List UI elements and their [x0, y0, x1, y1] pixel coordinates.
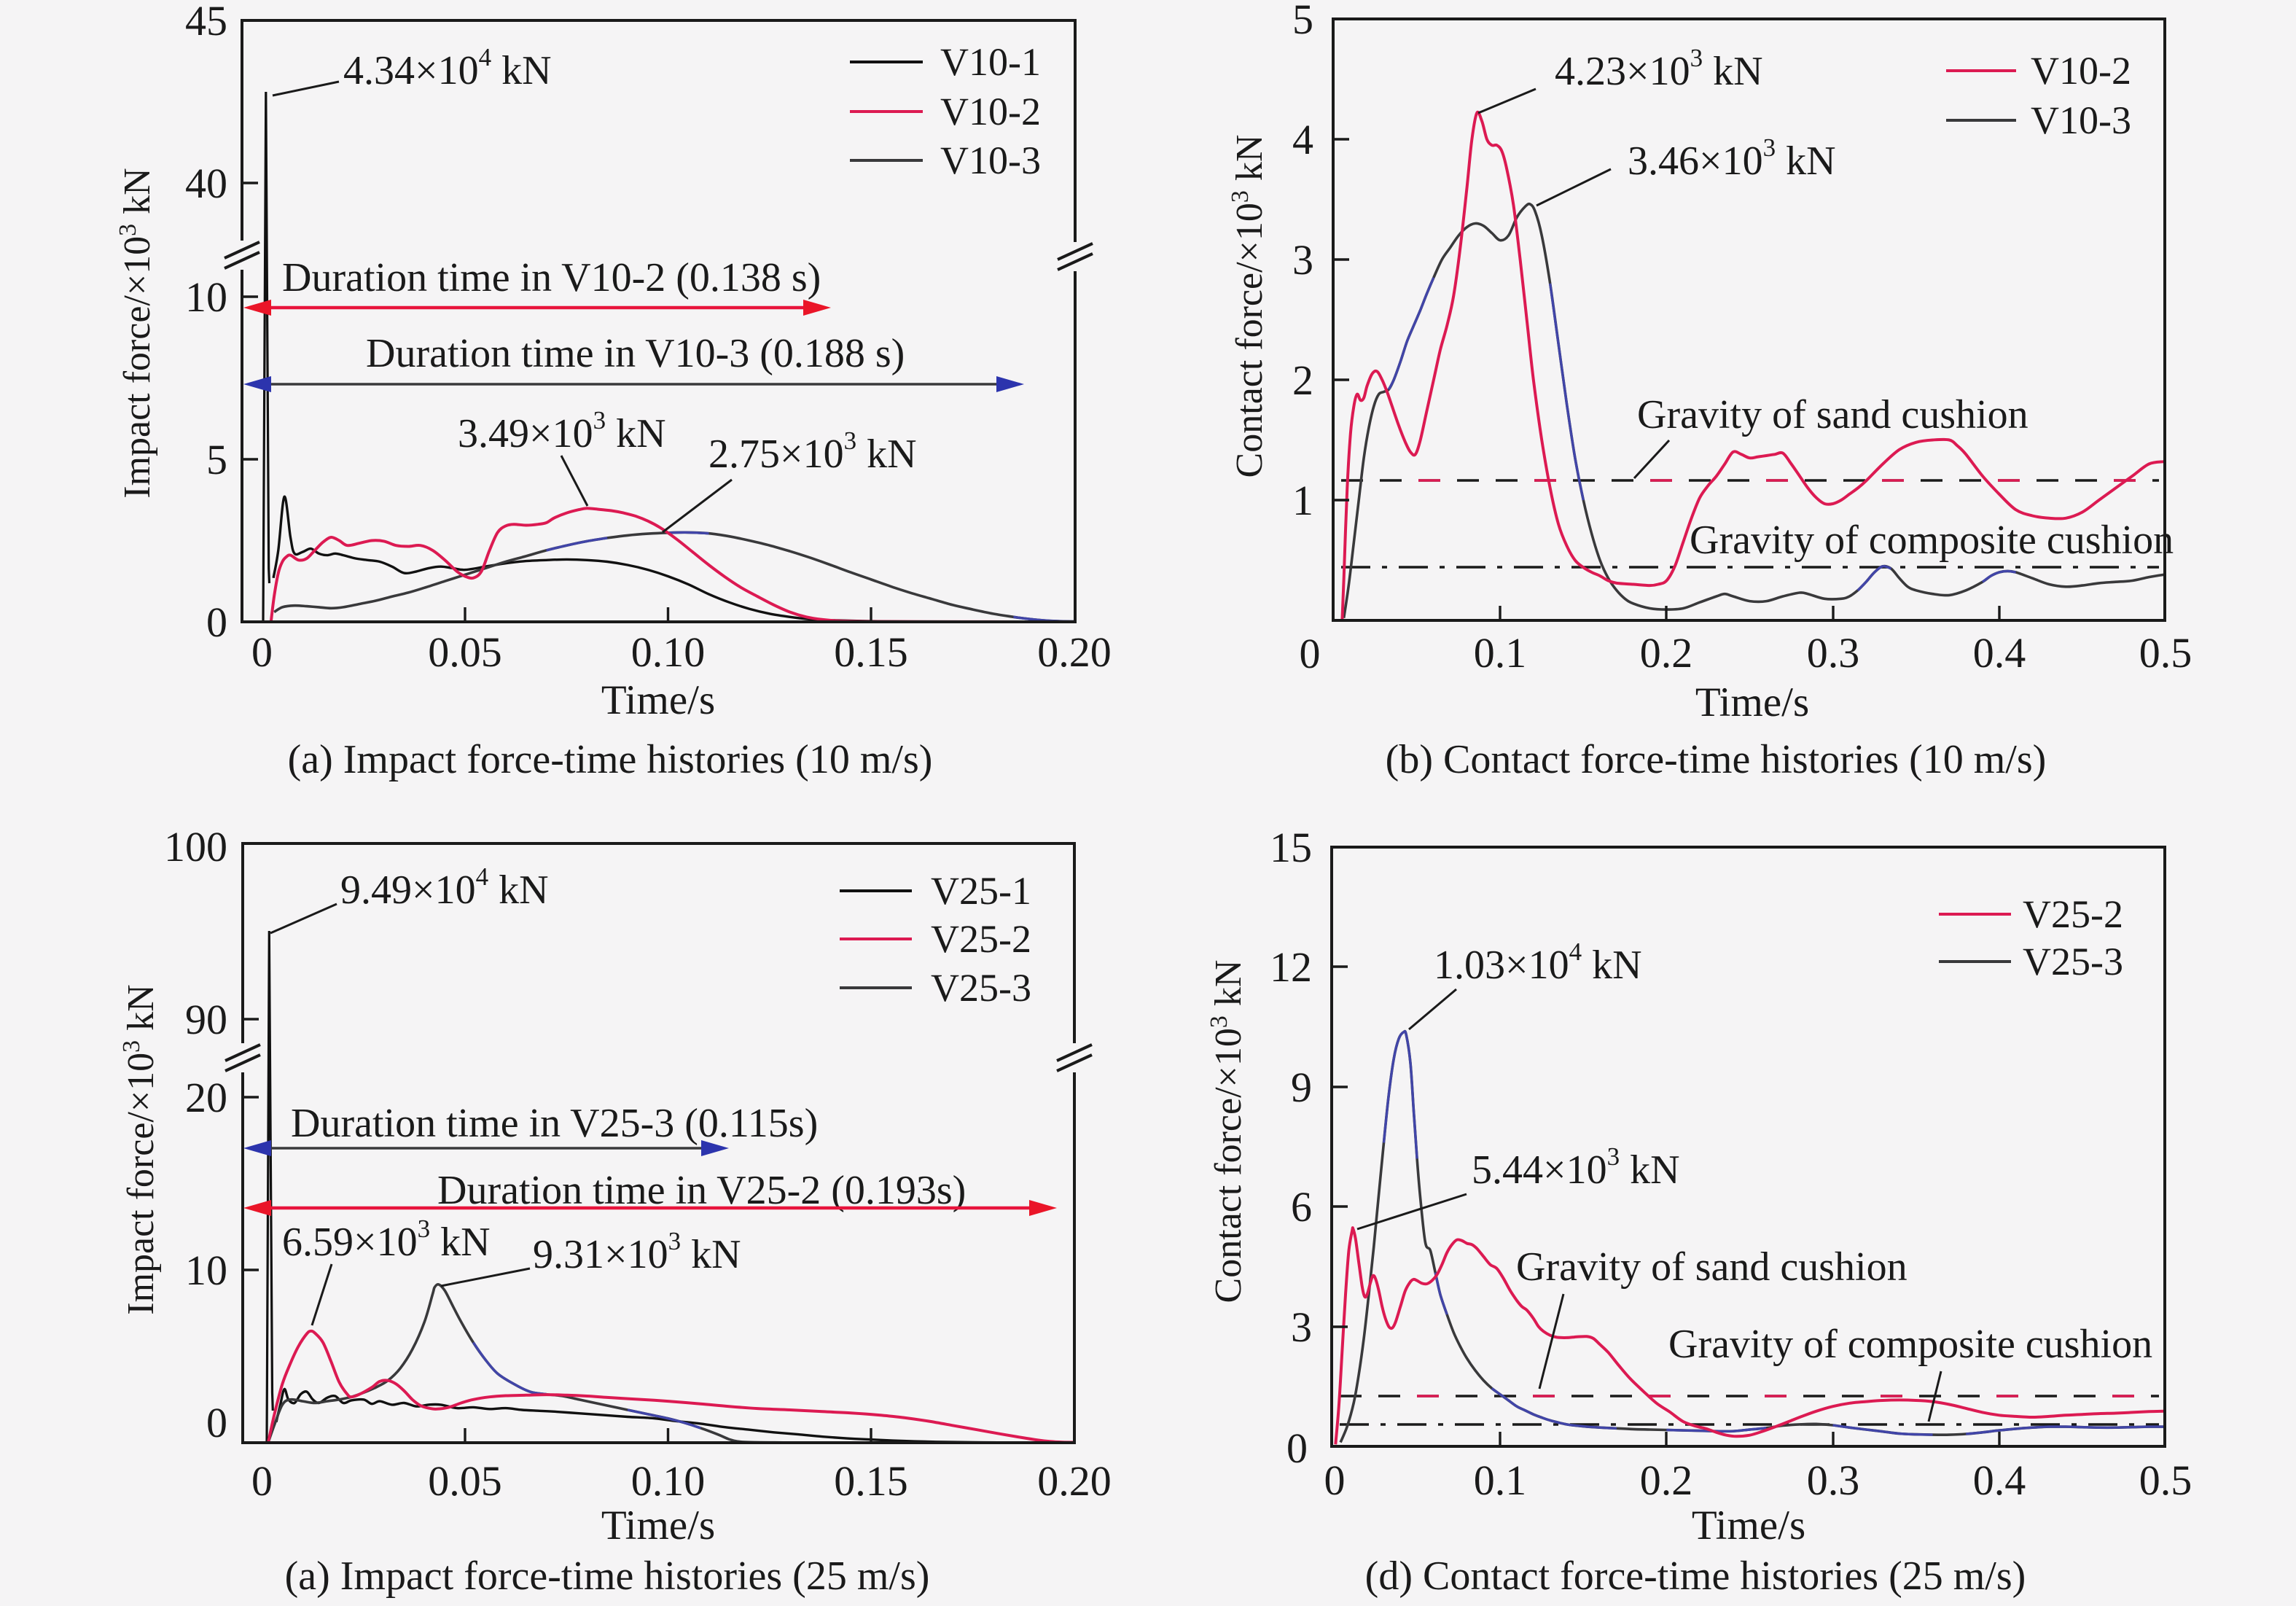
svg-text:V10-3: V10-3 — [2031, 98, 2131, 142]
svg-text:15: 15 — [1270, 824, 1312, 871]
svg-text:3.46×103 kN: 3.46×103 kN — [1628, 133, 1836, 184]
svg-text:6: 6 — [1291, 1183, 1312, 1231]
svg-text:5: 5 — [1292, 0, 1313, 43]
svg-text:(a) Impact force-time historie: (a) Impact force-time histories (10 m/s) — [288, 737, 933, 782]
svg-text:0.20: 0.20 — [1037, 628, 1112, 676]
svg-text:Contact force/×103 kN: Contact force/×103 kN — [1227, 135, 1270, 478]
svg-text:0.3: 0.3 — [1807, 1457, 1860, 1504]
svg-text:Impact force/×103 kN: Impact force/×103 kN — [114, 168, 158, 499]
svg-text:Contact force/×103 kN: Contact force/×103 kN — [1206, 960, 1249, 1303]
svg-text:9.31×103 kN: 9.31×103 kN — [533, 1227, 741, 1277]
svg-text:0.1: 0.1 — [1474, 1457, 1527, 1504]
svg-text:3.49×103 kN: 3.49×103 kN — [458, 406, 666, 456]
svg-text:0.05: 0.05 — [428, 1457, 502, 1505]
svg-text:(a) Impact force-time historie: (a) Impact force-time histories (25 m/s) — [285, 1554, 930, 1599]
svg-text:1.03×104 kN: 1.03×104 kN — [1434, 938, 1642, 988]
svg-text:0: 0 — [206, 599, 227, 646]
svg-text:0.15: 0.15 — [834, 628, 908, 676]
svg-text:0.4: 0.4 — [1973, 1457, 2026, 1504]
svg-text:(d) Contact force-time histori: (d) Contact force-time histories (25 m/s… — [1365, 1554, 2026, 1599]
svg-text:0.20: 0.20 — [1037, 1457, 1112, 1505]
svg-text:40: 40 — [185, 160, 227, 207]
svg-text:Duration time in V10-2 (0.138: Duration time in V10-2 (0.138 s) — [282, 255, 821, 300]
svg-text:9: 9 — [1291, 1064, 1312, 1111]
svg-text:0.1: 0.1 — [1474, 629, 1527, 677]
svg-text:0.10: 0.10 — [631, 628, 706, 676]
svg-text:V25-3: V25-3 — [2023, 940, 2123, 983]
svg-text:0.5: 0.5 — [2139, 629, 2192, 677]
svg-text:Gravity of composite cushion: Gravity of composite cushion — [1668, 1322, 2152, 1367]
svg-text:5: 5 — [206, 436, 227, 483]
svg-text:45: 45 — [185, 0, 227, 44]
svg-text:0: 0 — [251, 1457, 273, 1505]
svg-text:0.4: 0.4 — [1973, 629, 2026, 677]
svg-text:4.23×103 kN: 4.23×103 kN — [1555, 44, 1763, 94]
svg-text:4: 4 — [1292, 116, 1313, 163]
svg-text:V10-2: V10-2 — [940, 90, 1041, 133]
svg-text:Gravity of composite cushion: Gravity of composite cushion — [1690, 518, 2174, 563]
svg-text:(b) Contact force-time histori: (b) Contact force-time histories (10 m/s… — [1386, 737, 2047, 782]
svg-text:V25-2: V25-2 — [2023, 892, 2123, 936]
svg-text:Time/s: Time/s — [601, 1502, 715, 1548]
svg-text:9.49×104 kN: 9.49×104 kN — [340, 862, 549, 913]
svg-text:3: 3 — [1291, 1303, 1312, 1351]
svg-text:Time/s: Time/s — [601, 677, 715, 723]
svg-text:100: 100 — [164, 823, 227, 870]
svg-text:5.44×103 kN: 5.44×103 kN — [1472, 1142, 1680, 1193]
svg-text:V10-1: V10-1 — [940, 40, 1041, 84]
svg-text:20: 20 — [185, 1074, 227, 1121]
svg-text:1: 1 — [1292, 477, 1313, 524]
svg-text:Impact force/×103 kN: Impact force/×103 kN — [118, 984, 162, 1315]
svg-text:10: 10 — [185, 273, 227, 321]
svg-text:Gravity of sand cushion: Gravity of sand cushion — [1637, 392, 2028, 437]
svg-text:V25-3: V25-3 — [931, 966, 1031, 1010]
svg-text:0: 0 — [206, 1399, 227, 1446]
svg-text:3: 3 — [1292, 236, 1313, 284]
svg-text:V25-2: V25-2 — [931, 917, 1031, 961]
svg-text:0: 0 — [1286, 1424, 1308, 1472]
svg-text:0: 0 — [1324, 1457, 1346, 1504]
svg-text:6.59×103 kN: 6.59×103 kN — [282, 1215, 491, 1265]
svg-text:Time/s: Time/s — [1695, 679, 1809, 725]
svg-text:Duration time in V10-3 (0.188: Duration time in V10-3 (0.188 s) — [366, 331, 905, 376]
svg-text:0: 0 — [251, 628, 273, 676]
svg-text:90: 90 — [185, 996, 227, 1043]
svg-text:0.2: 0.2 — [1640, 629, 1693, 677]
svg-text:2.75×103 kN: 2.75×103 kN — [708, 426, 917, 477]
svg-text:0.15: 0.15 — [834, 1457, 908, 1505]
svg-text:Duration time in V25-3 (0.115s: Duration time in V25-3 (0.115s) — [291, 1101, 818, 1146]
svg-text:0.5: 0.5 — [2139, 1457, 2192, 1504]
svg-text:2: 2 — [1292, 356, 1313, 404]
svg-text:V10-3: V10-3 — [940, 139, 1041, 182]
svg-text:0.05: 0.05 — [428, 628, 502, 676]
svg-text:0.10: 0.10 — [631, 1457, 706, 1505]
svg-text:0.2: 0.2 — [1640, 1457, 1693, 1504]
svg-text:0: 0 — [1300, 630, 1321, 677]
svg-text:12: 12 — [1270, 943, 1312, 991]
svg-text:Duration time in V25-2 (0.193s: Duration time in V25-2 (0.193s) — [437, 1168, 966, 1213]
svg-text:4.34×104 kN: 4.34×104 kN — [343, 43, 552, 93]
svg-text:Time/s: Time/s — [1692, 1502, 1805, 1548]
svg-text:V25-1: V25-1 — [931, 869, 1031, 913]
svg-text:Gravity of sand cushion: Gravity of sand cushion — [1516, 1244, 1908, 1290]
svg-text:10: 10 — [185, 1247, 227, 1294]
svg-text:V10-2: V10-2 — [2031, 49, 2131, 93]
svg-text:0.3: 0.3 — [1807, 629, 1860, 677]
